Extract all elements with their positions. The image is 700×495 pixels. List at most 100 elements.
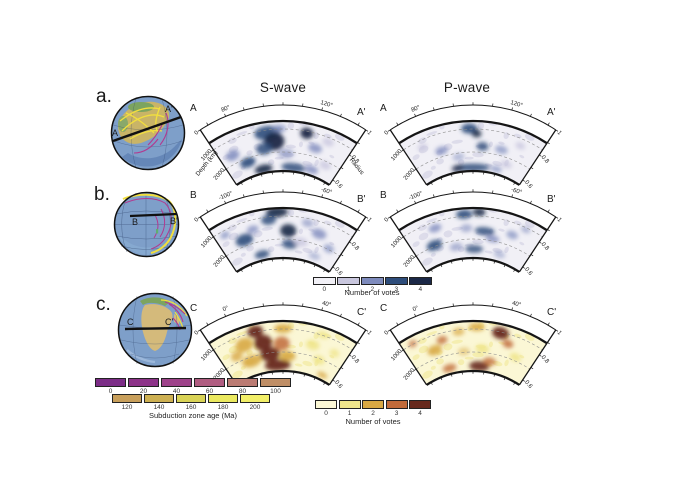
angle-tick-label: 40° <box>511 300 522 308</box>
wedge-background <box>399 321 547 385</box>
surface-tick <box>511 307 513 311</box>
radius-tick <box>539 241 542 244</box>
surface-arc <box>199 304 367 331</box>
bottom-tick <box>240 269 243 272</box>
globe-b-start-label: B <box>132 217 138 227</box>
radius-tick <box>332 266 336 269</box>
globe-b-trench-lines <box>124 198 172 250</box>
depth-tick-label: 2000 <box>403 367 417 381</box>
wedge-b-swave: -100° -60° 0 1000 2000 1 0.8 0.6 B B' <box>190 187 373 277</box>
radius-tick-label: 0.8 <box>540 242 550 253</box>
globe-c-end-label: C' <box>165 317 173 327</box>
depth-dashed-arc <box>225 351 341 370</box>
data-top-arc <box>208 319 358 345</box>
radius-tick <box>522 179 526 182</box>
bottom-tick <box>440 377 443 381</box>
depth-tick <box>413 368 417 371</box>
globe-a-outline <box>110 95 186 171</box>
globe-a-trench-lines <box>133 112 169 154</box>
bottom-tick <box>493 373 496 377</box>
depth-tick-label: 2000 <box>213 254 227 268</box>
depth-tick <box>197 129 201 132</box>
wedge-side-edge <box>199 216 238 273</box>
surface-tick <box>547 209 550 213</box>
globe-c: C C' <box>117 292 193 368</box>
depth-dashed-arc <box>415 238 531 257</box>
globe-a-deep-ocean <box>122 139 182 167</box>
globe-c-ridge-ocean <box>126 349 156 364</box>
radius-tick <box>547 229 550 232</box>
depth-tick <box>211 149 214 152</box>
bottom-tick <box>513 382 516 385</box>
panel-label-c: c. <box>96 294 111 315</box>
colorbar-swatch <box>313 277 336 285</box>
depth-tick-label: 0 <box>194 330 201 337</box>
wedge-side-edge <box>328 129 367 186</box>
colorbar-tick-label: 1 <box>347 410 352 417</box>
radius-tick <box>357 142 360 145</box>
radius-axis-label: Radius <box>348 157 366 176</box>
angle-tick-label: 0° <box>412 305 420 313</box>
wedge-side-edge <box>199 129 238 186</box>
depth-tick <box>401 349 404 352</box>
radius-tick <box>555 129 559 132</box>
section-start-label: B <box>380 190 387 201</box>
globe-a-land-green <box>128 102 154 112</box>
wedge-vote-blobs <box>408 323 522 373</box>
surface-tick <box>433 107 435 111</box>
wedge-vote-blobs <box>230 324 340 379</box>
depth-tick-label: 0 <box>194 217 201 224</box>
depth-tick-label: 0 <box>384 130 391 137</box>
colorbar-tick-label: 180 <box>217 404 229 411</box>
globe-b-section-line <box>129 212 178 218</box>
globe-b-end-label: B' <box>170 216 178 226</box>
radius-tick <box>349 241 352 244</box>
colorbar-tick-label: 3 <box>394 410 399 417</box>
wedge-vote-blobs <box>426 208 531 259</box>
bottom-tick <box>440 177 443 181</box>
globe-b: B B' <box>113 191 180 258</box>
wedge-side-edge <box>328 329 367 386</box>
surface-tick <box>396 322 399 326</box>
surface-tick <box>396 122 399 126</box>
surface-tick <box>340 313 342 317</box>
surface-arc <box>389 304 557 331</box>
section-start-label: B <box>190 190 197 201</box>
radius-tick <box>357 342 360 345</box>
panel-label-a: a. <box>96 86 112 107</box>
depth-tick-label: 0 <box>194 130 201 137</box>
surface-tick <box>243 307 245 311</box>
bottom-tick <box>313 264 316 268</box>
bottom-tick <box>260 173 263 177</box>
surface-tick <box>224 200 226 204</box>
surface-tick <box>511 107 513 111</box>
section-start-label: A <box>190 103 197 114</box>
globe-a-start-label: A <box>112 128 118 138</box>
section-end-label: A' <box>357 107 366 118</box>
radius-tick <box>555 216 559 219</box>
radius-tick <box>332 179 336 182</box>
depth-dashed-arc <box>403 328 543 351</box>
depth-tick-label: 1000 <box>390 235 404 249</box>
colorbar-swatch <box>409 400 431 409</box>
radius-tick <box>340 367 344 370</box>
wedge-background <box>399 121 547 185</box>
surface-arc <box>199 104 367 131</box>
section-start-label: C <box>380 303 387 314</box>
surface-tick <box>511 194 513 198</box>
wedge-a-pwave: 80° 120° 0 1000 2000 1 0.8 0.6 A A' <box>380 100 563 190</box>
colorbar-swatch <box>361 277 384 285</box>
bottom-tick <box>260 373 263 377</box>
angle-tick-label: 120° <box>320 100 334 109</box>
surface-tick <box>224 113 226 117</box>
colorbar-tick-label: 160 <box>185 404 197 411</box>
colorbar-swatch <box>240 394 270 403</box>
colorbar-tick-label: 4 <box>418 286 423 293</box>
bottom-tick <box>250 177 253 181</box>
bottom-tick <box>440 264 443 268</box>
colorbar-tick-label: 2 <box>371 410 375 417</box>
depth-dashed-arc <box>403 128 543 151</box>
surface-tick <box>414 200 416 204</box>
surface-tick <box>530 113 532 117</box>
